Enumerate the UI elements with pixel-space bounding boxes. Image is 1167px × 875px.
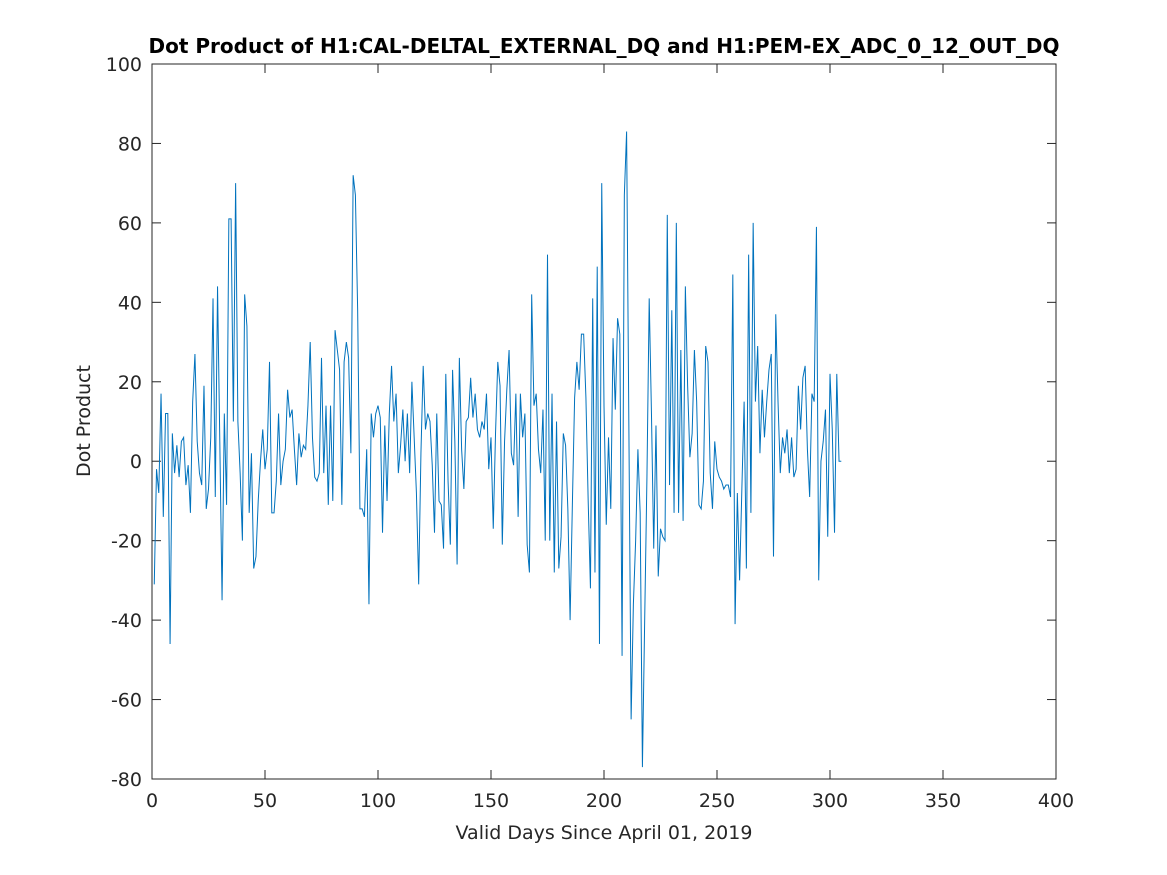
y-tick-label: -40 [111, 610, 142, 632]
y-tick-label: 60 [118, 213, 142, 235]
y-tick-label: 100 [106, 54, 142, 76]
x-tick-label: 200 [586, 790, 622, 812]
data-line [153, 131, 842, 768]
x-tick-label: 300 [812, 790, 848, 812]
x-tick-label: 250 [699, 790, 735, 812]
y-tick-label: -20 [111, 531, 142, 553]
x-tick-label: 50 [253, 790, 277, 812]
y-tick-label: 40 [118, 292, 142, 314]
x-tick-label: 150 [473, 790, 509, 812]
y-axis-label: Dot Product [73, 365, 95, 477]
y-tick-label: -60 [111, 690, 142, 712]
x-tick-label: 0 [146, 790, 158, 812]
x-tick-label: 100 [360, 790, 396, 812]
chart-title: Dot Product of H1:CAL-DELTAL_EXTERNAL_DQ… [149, 34, 1060, 58]
x-tick-label: 350 [925, 790, 961, 812]
y-tick-label: 0 [130, 451, 142, 473]
x-axis-label: Valid Days Since April 01, 2019 [456, 822, 753, 844]
y-tick-label: 20 [118, 372, 142, 394]
x-tick-label: 400 [1038, 790, 1074, 812]
y-tick-label: 80 [118, 133, 142, 155]
y-tick-label: -80 [111, 769, 142, 791]
plot-frame [151, 63, 1057, 780]
